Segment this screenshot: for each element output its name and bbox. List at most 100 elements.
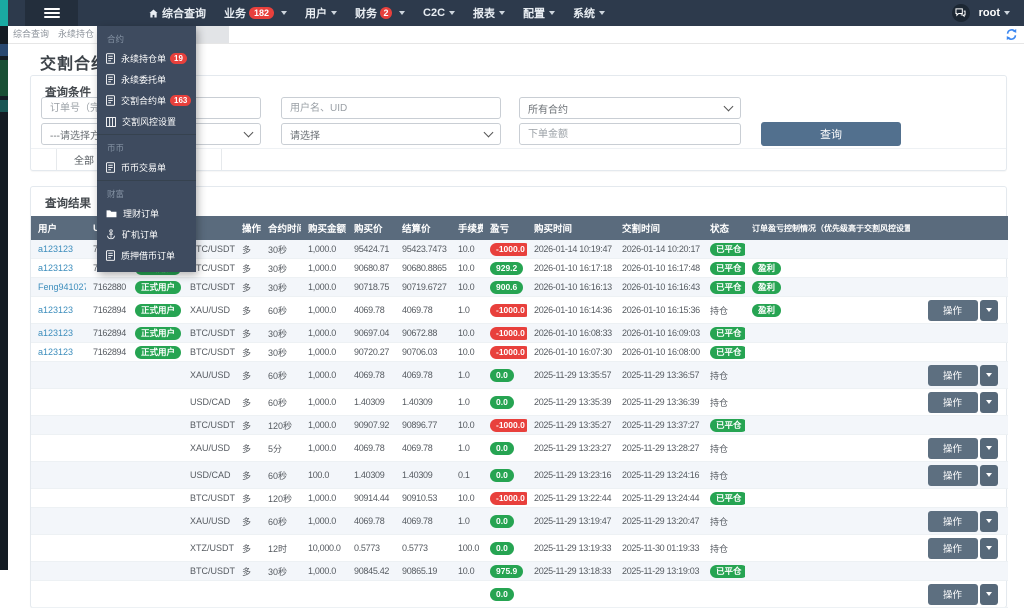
messages-button[interactable] — [951, 4, 970, 22]
tab-overview[interactable]: 综合查询 — [13, 29, 50, 39]
chevron-down-icon — [449, 11, 456, 15]
table-row: a1231237162894正式用户BTC/USDT多30秒1,000.0954… — [31, 240, 1008, 259]
table-row: BTC/USDT 多 30秒 1,000.0 90845.42 90865.19 10.0 9… — [31, 561, 1008, 581]
action-button[interactable]: 操作 — [927, 537, 978, 559]
home-icon — [149, 8, 158, 18]
hamburger-menu-button[interactable] — [25, 0, 78, 26]
quick-tab[interactable] — [167, 149, 222, 170]
user-link[interactable]: a123123 — [38, 328, 74, 338]
table-row: Feng941027 7162880 正式用户 BTC/USDT 多 30秒 1,000.0… — [31, 277, 1008, 297]
nav-item-配置[interactable]: 配置 — [514, 0, 564, 26]
menu-item-永续委托单[interactable]: 永续委托单 — [97, 69, 196, 90]
action-button[interactable]: 操作 — [927, 391, 978, 413]
cell-settle-price — [395, 580, 451, 608]
sidebar-fragment — [0, 100, 8, 112]
cell-pair: XAU/USD — [183, 361, 235, 389]
cell-buy-time: 2025-11-29 13:18:33 — [527, 561, 615, 581]
action-dropdown-button[interactable] — [979, 391, 998, 413]
cell-buy-time: 2026-01-10 16:14:36 — [527, 296, 615, 324]
user-link[interactable]: Feng941027 — [38, 282, 86, 292]
cell-user-type — [128, 461, 183, 489]
cell-uid — [86, 388, 128, 416]
pnl-badge: -1000.0 — [490, 242, 527, 256]
cell-fee: 10.0 — [451, 415, 483, 435]
collapsed-sidebar[interactable] — [0, 0, 8, 570]
action-button[interactable]: 操作 — [927, 510, 978, 532]
menu-item-永续持仓单[interactable]: 永续持仓单 19 — [97, 48, 196, 69]
cell-period: 5分 — [261, 434, 301, 462]
action-dropdown-button[interactable] — [979, 537, 998, 559]
cell-settle-price: 90680.8865 — [395, 258, 451, 278]
sidebar-fragment — [0, 60, 8, 96]
cell-buy-price: 4069.78 — [347, 361, 395, 389]
contract-select[interactable]: 所有合约 — [519, 97, 741, 119]
cell-direction: 多 — [235, 277, 261, 297]
cell-user — [31, 461, 86, 489]
action-button[interactable]: 操作 — [927, 299, 978, 321]
menu-item-币币交易单[interactable]: 币币交易单 — [97, 157, 196, 178]
user-input[interactable] — [281, 97, 501, 119]
user-link[interactable]: a123123 — [38, 347, 74, 357]
action-dropdown-button[interactable] — [979, 437, 998, 459]
action-dropdown-button[interactable] — [979, 464, 998, 486]
tab-perpetual-positions[interactable]: 永续持仓 — [58, 29, 95, 39]
user-type-badge: 正式用户 — [135, 280, 182, 294]
status-select[interactable]: 请选择 — [281, 123, 501, 145]
nav-item-业务[interactable]: 业务 182 — [215, 0, 296, 26]
nav-item-label: 用户 — [305, 8, 328, 20]
user-link[interactable]: a123123 — [38, 263, 74, 273]
cell-buy-time: 2025-11-29 13:19:47 — [527, 507, 615, 535]
search-button[interactable]: 查询 — [761, 122, 901, 146]
chevron-down-icon — [483, 127, 494, 138]
cell-user — [31, 561, 86, 581]
tab-active-fragment[interactable] — [196, 26, 229, 43]
action-dropdown-button[interactable] — [979, 510, 998, 532]
action-button[interactable]: 操作 — [927, 583, 978, 605]
nav-item-综合查询[interactable]: 综合查询 — [140, 0, 215, 26]
cell-actions — [910, 277, 1008, 297]
control-badge: 盈利 — [752, 303, 782, 317]
nav-item-财务[interactable]: 财务 2 — [346, 0, 414, 26]
action-button[interactable]: 操作 — [927, 464, 978, 486]
cell-uid — [86, 488, 128, 508]
cell-actions: 操作 — [910, 361, 1008, 389]
cell-actions — [910, 342, 1008, 362]
cell-user — [31, 415, 86, 435]
chevron-down-icon — [985, 308, 992, 312]
nav-item-用户[interactable]: 用户 — [296, 0, 346, 26]
user-link[interactable]: a123123 — [38, 244, 74, 254]
main-nav: 综合查询 业务 182 用户 财务 2 C2C 报表 配置 系统 — [140, 0, 614, 26]
col-header-actions — [910, 216, 1008, 240]
action-dropdown-button[interactable] — [979, 299, 998, 321]
action-dropdown-button[interactable] — [979, 583, 998, 605]
nav-item-系统[interactable]: 系统 — [564, 0, 614, 26]
amount-input[interactable] — [519, 123, 741, 145]
action-dropdown-button[interactable] — [979, 364, 998, 386]
user-menu[interactable]: root — [979, 7, 1010, 19]
chevron-down-icon — [985, 373, 992, 377]
action-button-group: 操作 — [917, 464, 1008, 486]
menu-item-交割风控设置[interactable]: 交割风控设置 — [97, 111, 196, 132]
chevron-down-icon — [399, 11, 406, 15]
cell-pnl-control — [745, 361, 910, 389]
table-row: a123123 7162894 正式用户 XAU/USD 多 60秒 1,000.0 4069… — [31, 296, 1008, 324]
nav-item-报表[interactable]: 报表 — [464, 0, 514, 26]
cell-actions: 操作 — [910, 507, 1008, 535]
cell-period: 30秒 — [261, 258, 301, 278]
pnl-badge: -1000.0 — [490, 491, 527, 505]
cell-direction: 多 — [235, 461, 261, 489]
user-link[interactable]: a123123 — [38, 305, 74, 315]
menu-item-交割合约单[interactable]: 交割合约单 163 — [97, 90, 196, 111]
action-button[interactable]: 操作 — [927, 364, 978, 386]
cell-buy-time: 2026-01-10 16:16:13 — [527, 277, 615, 297]
action-button[interactable]: 操作 — [927, 437, 978, 459]
menu-item-矿机订单[interactable]: 矿机订单 — [97, 224, 196, 245]
menu-item-质押借币订单[interactable]: 质押借币订单 — [97, 245, 196, 266]
nav-item-C2C[interactable]: C2C — [414, 0, 464, 26]
refresh-icon[interactable] — [1005, 28, 1018, 46]
business-dropdown-menu: 合约 永续持仓单 19 永续委托单 交割合约单 163 交割风控设置 币币 币币交易单 财富 理财订… — [97, 26, 196, 272]
menu-item-理财订单[interactable]: 理财订单 — [97, 203, 196, 224]
cell-buy-price: 90718.75 — [347, 277, 395, 297]
cell-settle-price: 4069.78 — [395, 361, 451, 389]
status-badge: 已平仓 — [710, 326, 745, 340]
